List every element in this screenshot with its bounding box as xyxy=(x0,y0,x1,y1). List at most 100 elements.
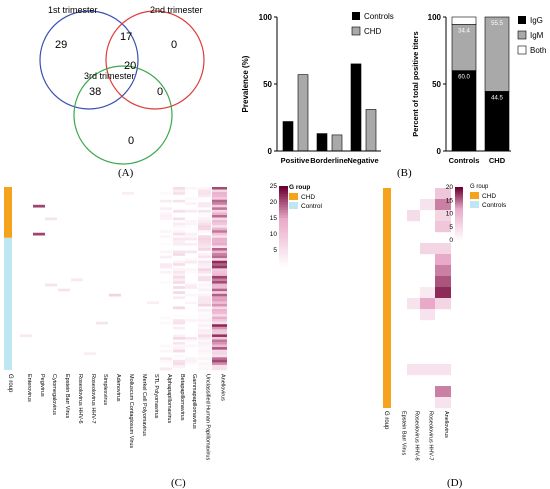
heatmap-cell-betapapillomavirus xyxy=(173,275,185,279)
column-label-adenovirus: Adenovirus xyxy=(115,374,121,402)
colorbar-step xyxy=(279,215,288,219)
colorbar-step xyxy=(279,223,288,227)
heatmap-cell-unclassified-human-papillomavirus xyxy=(198,329,211,333)
heatmap-cell-anellovirus xyxy=(212,311,227,315)
heatmap-cell-alphapapillomavirus xyxy=(160,242,172,246)
heatmap-cell-unclassified-human-papillomavirus xyxy=(198,265,211,269)
heatmap-cell-unclassified-human-papillomavirus xyxy=(198,187,211,190)
colorbar-step xyxy=(455,220,463,223)
heatmap-cell-unclassified-human-papillomavirus xyxy=(198,227,211,231)
heatmap-cell-betapapillomavirus xyxy=(173,278,185,282)
heatmap-cell-betapapillomavirus xyxy=(173,250,185,254)
heatmap-c-colorbar xyxy=(279,186,288,267)
heatmap-cell-unclassified-human-papillomavirus xyxy=(198,253,211,256)
heatmap-cell-unclassified-human-papillomavirus xyxy=(198,240,211,244)
heatmap-cell-gammapapillomavirus xyxy=(185,222,197,226)
heatmap-cell-unclassified-human-papillomavirus xyxy=(198,278,211,282)
heatmap-cell-betapapillomavirus xyxy=(173,354,185,358)
heatmap-cell-pegivirus xyxy=(33,204,45,208)
group-bar-chd xyxy=(383,188,391,408)
heatmap-cell-unclassified-human-papillomavirus xyxy=(198,314,211,317)
heatmap-cell-alphapapillomavirus xyxy=(160,207,172,211)
heatmap-cell-anellovirus xyxy=(212,362,227,366)
heatmap-cell-gammapapillomavirus xyxy=(185,220,197,223)
heatmap-cell-betapapillomavirus xyxy=(173,235,185,239)
heatmap-cell-anellovirus xyxy=(212,217,227,221)
x-tick-label-negative: Negative xyxy=(347,156,378,165)
heatmap-c-cells xyxy=(20,187,227,371)
heatmap-cell-unclassified-human-papillomavirus xyxy=(198,220,211,223)
heatmap-cell-unclassified-human-papillomavirus xyxy=(198,275,211,279)
heatmap-d-legend-swatch-controls xyxy=(470,201,479,208)
heatmap-cell-anellovirus xyxy=(212,324,227,327)
column-label-anellovirus: Anellovirus xyxy=(443,411,449,438)
heatmap-d-legend-swatch-chd xyxy=(470,192,479,199)
heatmap-c-legend-swatch-chd xyxy=(289,193,298,200)
heatmap-cell-anellovirus xyxy=(212,187,227,190)
heatmap-cell-anellovirus xyxy=(435,265,451,277)
colorbar-step xyxy=(455,202,463,206)
heatmap-cell-alphapapillomavirus xyxy=(160,359,172,363)
heatmap-cell-betapapillomavirus xyxy=(173,349,185,353)
heatmap-cell-anellovirus xyxy=(212,309,227,312)
heatmap-cell-betapapillomavirus xyxy=(173,199,185,203)
heatmap-cell-alphapapillomavirus xyxy=(160,214,172,218)
heatmap-cell-alphapapillomavirus xyxy=(160,344,172,348)
heatmap-cell-alphapapillomavirus xyxy=(160,263,172,266)
heatmap-cell-roseolovirus-hhv-6 xyxy=(407,364,420,376)
venn-set-label-2: 2nd trimester xyxy=(150,5,203,15)
heatmap-cell-epstein-barr-virus xyxy=(58,288,70,292)
heatmap-cell-unclassified-human-papillomavirus xyxy=(198,237,211,241)
colorbar-step xyxy=(279,242,288,246)
heatmap-cell-anellovirus xyxy=(435,298,451,310)
heatmap-cell-anellovirus xyxy=(212,301,227,305)
x-tick-label-controls: Controls xyxy=(449,156,480,165)
heatmap-cell-unclassified-human-papillomavirus xyxy=(198,212,211,216)
colorbar-tick-label-0: 0 xyxy=(449,237,453,244)
heatmap-cell-anellovirus xyxy=(212,359,227,363)
panel-label-a: (A) xyxy=(118,167,134,179)
heatmap-cell-unclassified-human-papillomavirus xyxy=(198,230,211,233)
heatmap-cell-adenovirus xyxy=(109,293,121,297)
colorbar-tick-label-20: 20 xyxy=(270,199,278,206)
heatmap-cell-unclassified-human-papillomavirus xyxy=(198,263,211,266)
heatmap-cell-betapapillomavirus xyxy=(173,265,185,269)
heatmap-cell-unclassified-human-papillomavirus xyxy=(198,242,211,246)
colorbar-step xyxy=(455,215,463,218)
heatmap-cell-unclassified-human-papillomavirus xyxy=(198,342,211,345)
titers-chart: 60.0 34.4 44.5 55.5 0 50 100 Controls CHD Perc… xyxy=(411,13,546,165)
colorbar-step xyxy=(455,234,463,237)
y-tick-label-50: 50 xyxy=(432,80,441,89)
heatmap-cell-betapapillomavirus xyxy=(173,209,185,213)
heatmap-cell-betapapillomavirus xyxy=(173,189,185,193)
heatmap-cell-alphapapillomavirus xyxy=(160,357,172,361)
heatmap-cell-betapapillomavirus xyxy=(173,217,185,221)
column-label-unclassified-human-papillomavirus: Unclassified Human Papillomavirus xyxy=(205,374,211,460)
heatmap-cell-gammapapillomavirus xyxy=(185,202,197,205)
heatmap-cell-gammapapillomavirus xyxy=(185,237,197,241)
heatmap-cell-anellovirus xyxy=(435,188,451,200)
colorbar-step xyxy=(279,220,288,224)
heatmap-cell-gammapapillomavirus xyxy=(185,209,197,213)
heatmap-cell-gammapapillomavirus xyxy=(185,225,197,228)
heatmap-cell-betapapillomavirus xyxy=(173,222,185,226)
colorbar-step xyxy=(279,188,288,192)
heatmap-d-colorbar xyxy=(455,187,463,241)
column-label-simplexvirus: Simplexvirus xyxy=(102,374,108,405)
bar-controls-borderline xyxy=(316,133,328,152)
heatmap-cell-anellovirus xyxy=(212,367,227,371)
column-label-merkel-cell-polyomavirus: Merkel Cell Polyomavirus xyxy=(141,374,147,436)
colorbar-tick-label-25: 25 xyxy=(270,183,278,190)
heatmap-cell-unclassified-human-papillomavirus xyxy=(198,311,211,315)
colorbar-tick-label-15: 15 xyxy=(270,215,278,222)
colorbar-tick-label-15: 15 xyxy=(446,197,454,204)
heatmap-cell-betapapillomavirus xyxy=(173,321,185,325)
heatmap-d-legend-label-controls: Controls xyxy=(482,202,507,209)
heatmap-cell-alphapapillomavirus xyxy=(160,212,172,216)
heatmap-cell-roseolovirus-hhv-7 xyxy=(420,243,435,255)
colorbar-step xyxy=(455,192,463,195)
colorbar-step xyxy=(455,236,463,239)
colorbar-tick-label-10: 10 xyxy=(270,231,278,238)
colorbar-step xyxy=(455,190,463,193)
heatmap-cell-unclassified-human-papillomavirus xyxy=(198,336,211,340)
